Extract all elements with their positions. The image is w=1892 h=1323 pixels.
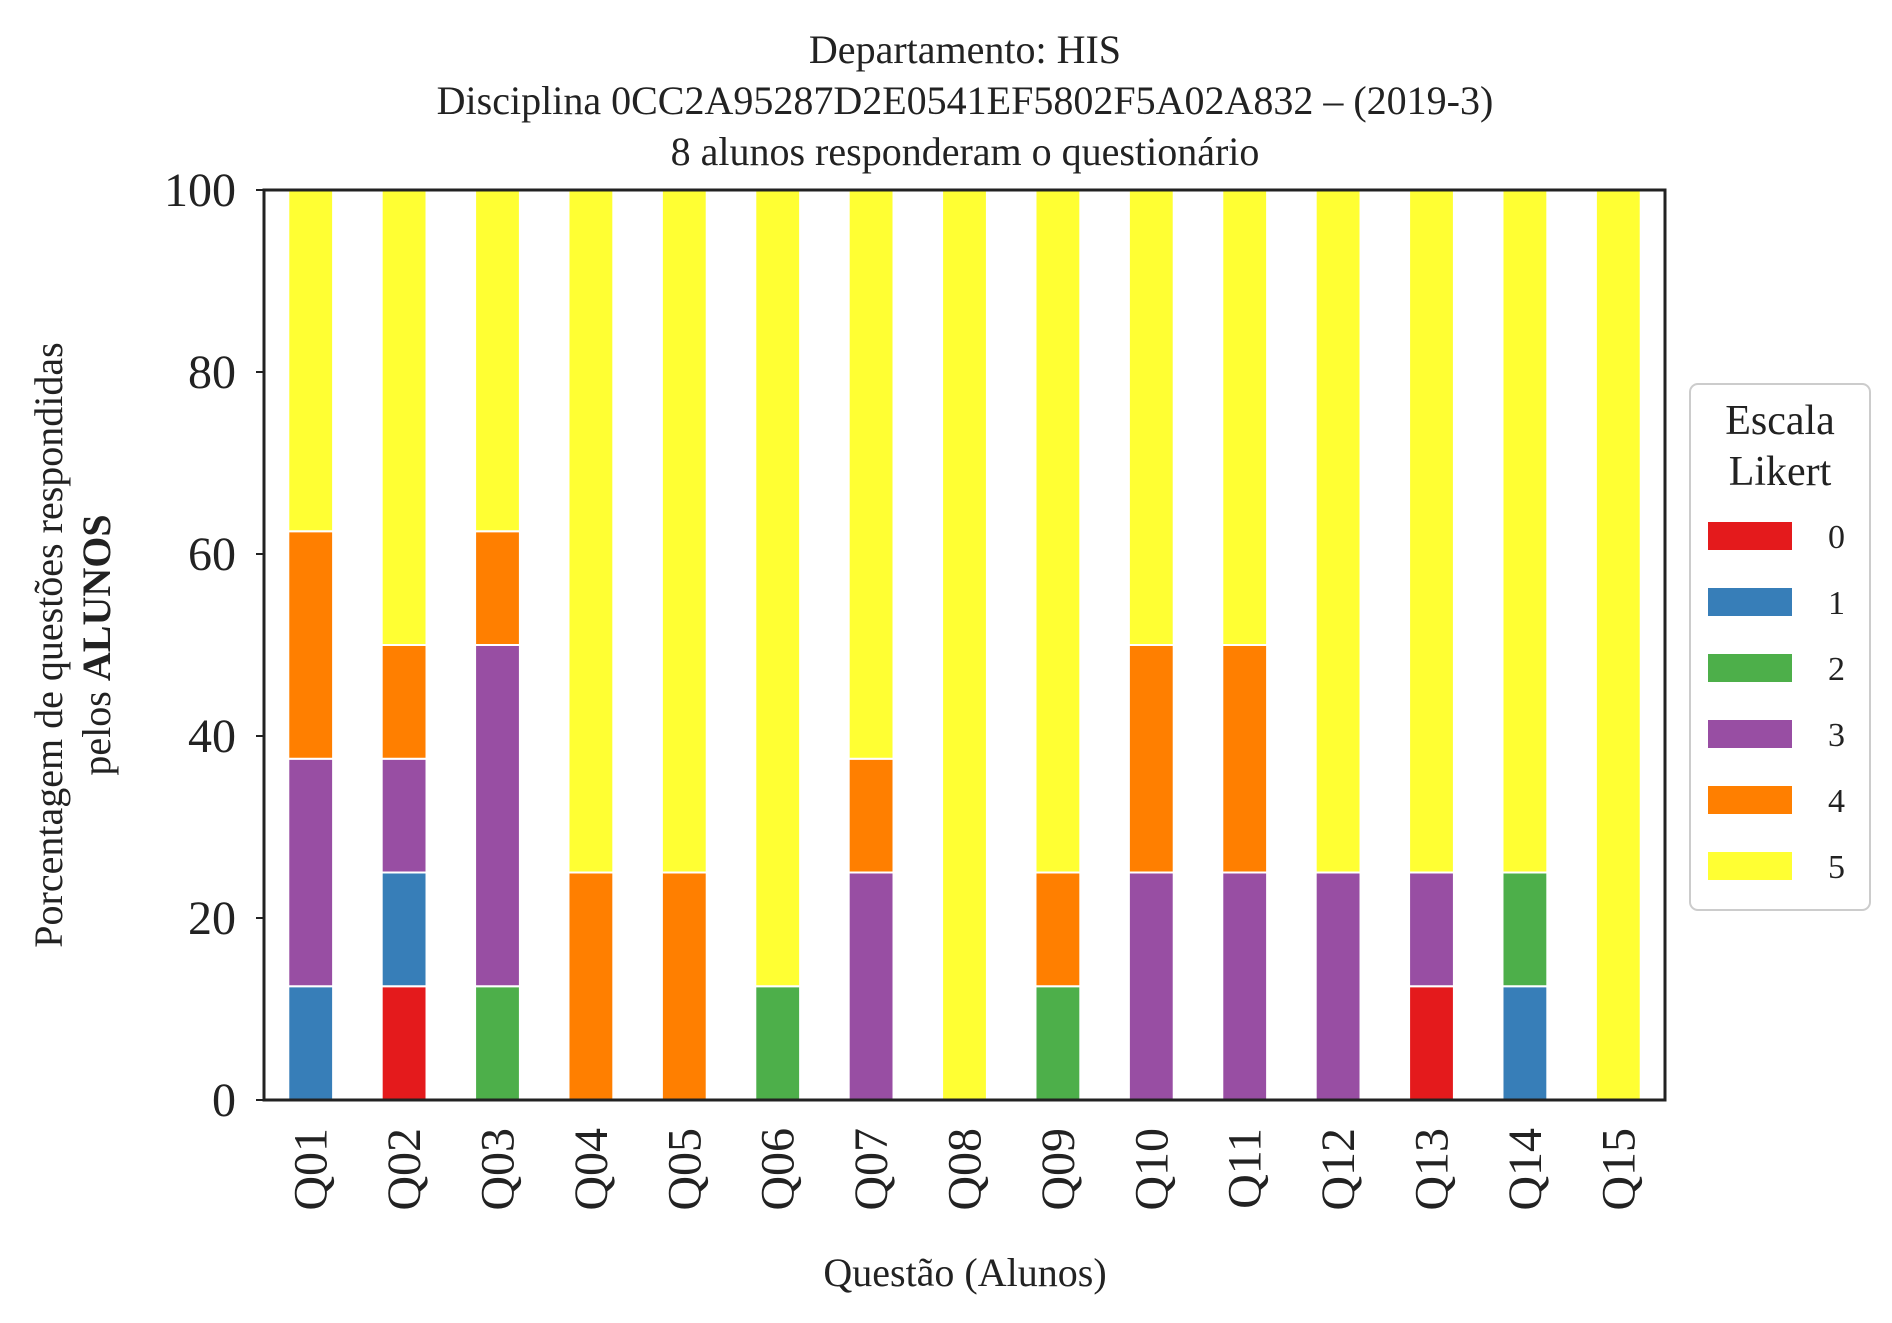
legend: Escala Likert 0 1 2 3 4 5 bbox=[1689, 383, 1871, 911]
x-tick-label-q09: Q09 bbox=[1032, 1128, 1085, 1211]
legend-swatch-5 bbox=[1708, 852, 1792, 880]
bar-q15-scale-5 bbox=[1594, 189, 1642, 1101]
x-tick-label-q04: Q04 bbox=[565, 1128, 618, 1211]
bar-q05-scale-4 bbox=[660, 871, 708, 1101]
y-axis-label-bold: ALUNOS bbox=[74, 514, 119, 681]
x-tick-label-q07: Q07 bbox=[845, 1128, 898, 1211]
legend-swatch-1 bbox=[1708, 588, 1792, 616]
bar-q03-scale-2 bbox=[474, 985, 521, 1101]
bar-q11-scale-4 bbox=[1221, 644, 1269, 874]
x-tick-label-q05: Q05 bbox=[658, 1128, 711, 1211]
x-tick-label-q13: Q13 bbox=[1406, 1128, 1459, 1211]
bar-q13-scale-0 bbox=[1408, 985, 1455, 1101]
x-tick-label-q02: Q02 bbox=[378, 1128, 431, 1211]
y-axis-label-prefix: pelos bbox=[74, 681, 119, 775]
y-axis-label: Porcentagem de questões respondidas pelo… bbox=[26, 342, 119, 947]
y-tick-label-80: 80 bbox=[188, 346, 236, 399]
bar-q12-scale-3 bbox=[1314, 871, 1362, 1101]
x-tick-label-q12: Q12 bbox=[1312, 1128, 1365, 1211]
y-axis-label-line-1: Porcentagem de questões respondidas bbox=[26, 342, 71, 947]
y-tick-label-40: 40 bbox=[188, 710, 236, 763]
bar-q07-scale-3 bbox=[847, 871, 895, 1101]
bar-q09-scale-2 bbox=[1034, 985, 1082, 1101]
legend-label-2: 2 bbox=[1828, 651, 1845, 688]
y-tick-label-0: 0 bbox=[212, 1074, 236, 1127]
x-tick-label-q01: Q01 bbox=[285, 1128, 338, 1211]
legend-label-0: 0 bbox=[1828, 519, 1845, 556]
bar-q14-scale-5 bbox=[1501, 189, 1549, 874]
chart-title: Departamento: HIS Disciplina 0CC2A95287D… bbox=[437, 27, 1494, 174]
legend-label-4: 4 bbox=[1828, 783, 1845, 820]
bar-q14-scale-2 bbox=[1501, 871, 1549, 988]
bar-q10-scale-5 bbox=[1127, 189, 1175, 646]
title-line-3: 8 alunos responderam o questionário bbox=[671, 129, 1260, 174]
x-tick-label-q08: Q08 bbox=[939, 1128, 992, 1211]
x-axis-ticks: Q01 Q02 Q03 Q04 Q05 Q06 Q07 Q08 Q09 Q10 Q11 Q12 Q13 Q… bbox=[285, 1128, 1646, 1211]
x-tick-label-q14: Q14 bbox=[1499, 1128, 1552, 1211]
y-axis-label-line-2: pelos ALUNOS bbox=[74, 514, 119, 775]
bar-q06-scale-5 bbox=[754, 189, 802, 988]
bar-q03-scale-5 bbox=[474, 189, 521, 533]
y-tick-label-100: 100 bbox=[164, 164, 236, 217]
bar-q02-scale-1 bbox=[380, 871, 428, 988]
title-line-1: Departamento: HIS bbox=[809, 27, 1121, 72]
bar-q02-scale-3 bbox=[380, 757, 428, 874]
bar-q01-scale-3 bbox=[287, 757, 335, 988]
bar-q02-scale-0 bbox=[380, 985, 428, 1101]
bars-layer bbox=[287, 189, 1642, 1101]
legend-swatch-0 bbox=[1708, 522, 1792, 550]
legend-swatch-3 bbox=[1708, 720, 1792, 748]
x-tick-label-q03: Q03 bbox=[472, 1128, 525, 1211]
x-tick-label-q10: Q10 bbox=[1125, 1128, 1178, 1211]
bar-q05-scale-5 bbox=[660, 189, 708, 874]
bar-q03-scale-3 bbox=[474, 644, 521, 988]
legend-swatch-4 bbox=[1708, 786, 1792, 814]
bar-q04-scale-4 bbox=[567, 871, 615, 1101]
x-tick-label-q06: Q06 bbox=[752, 1128, 805, 1211]
bar-q12-scale-5 bbox=[1314, 189, 1362, 874]
bar-q07-scale-4 bbox=[847, 757, 895, 874]
bar-q01-scale-1 bbox=[287, 985, 335, 1101]
bar-q06-scale-2 bbox=[754, 985, 802, 1101]
title-line-2: Disciplina 0CC2A95287D2E0541EF5802F5A02A… bbox=[437, 78, 1494, 123]
bar-q02-scale-5 bbox=[380, 189, 428, 646]
y-tick-label-20: 20 bbox=[188, 892, 236, 945]
bar-q10-scale-4 bbox=[1127, 644, 1175, 874]
bar-q11-scale-5 bbox=[1221, 189, 1269, 646]
bar-q08-scale-5 bbox=[941, 189, 988, 1101]
bar-q11-scale-3 bbox=[1221, 871, 1269, 1101]
legend-items: 0 1 2 3 4 5 bbox=[1708, 519, 1845, 886]
legend-box bbox=[1689, 383, 1871, 911]
legend-title-line-1: Escala bbox=[1725, 398, 1835, 444]
bar-q02-scale-4 bbox=[380, 644, 428, 760]
legend-swatch-2 bbox=[1708, 654, 1792, 682]
bar-q09-scale-4 bbox=[1034, 871, 1082, 988]
bar-q03-scale-4 bbox=[474, 530, 521, 646]
legend-label-3: 3 bbox=[1828, 717, 1845, 754]
legend-label-1: 1 bbox=[1828, 585, 1845, 622]
legend-title-line-2: Likert bbox=[1729, 449, 1832, 495]
y-axis-ticks: 0 20 40 60 80 100 bbox=[164, 164, 264, 1127]
x-tick-label-q11: Q11 bbox=[1219, 1128, 1272, 1209]
legend-label-5: 5 bbox=[1828, 849, 1845, 886]
x-axis-label: Questão (Alunos) bbox=[823, 1250, 1106, 1295]
bar-q09-scale-5 bbox=[1034, 189, 1082, 874]
bar-q14-scale-1 bbox=[1501, 985, 1549, 1101]
y-tick-label-60: 60 bbox=[188, 528, 236, 581]
bar-q13-scale-3 bbox=[1408, 871, 1455, 988]
bar-q01-scale-4 bbox=[287, 530, 335, 760]
bar-q04-scale-5 bbox=[567, 189, 615, 874]
bar-q10-scale-3 bbox=[1127, 871, 1175, 1101]
bar-q13-scale-5 bbox=[1408, 189, 1455, 874]
x-tick-label-q15: Q15 bbox=[1592, 1128, 1645, 1211]
plot-frame bbox=[262, 188, 1667, 1102]
bar-q01-scale-5 bbox=[287, 189, 335, 533]
bar-q07-scale-5 bbox=[847, 189, 895, 760]
